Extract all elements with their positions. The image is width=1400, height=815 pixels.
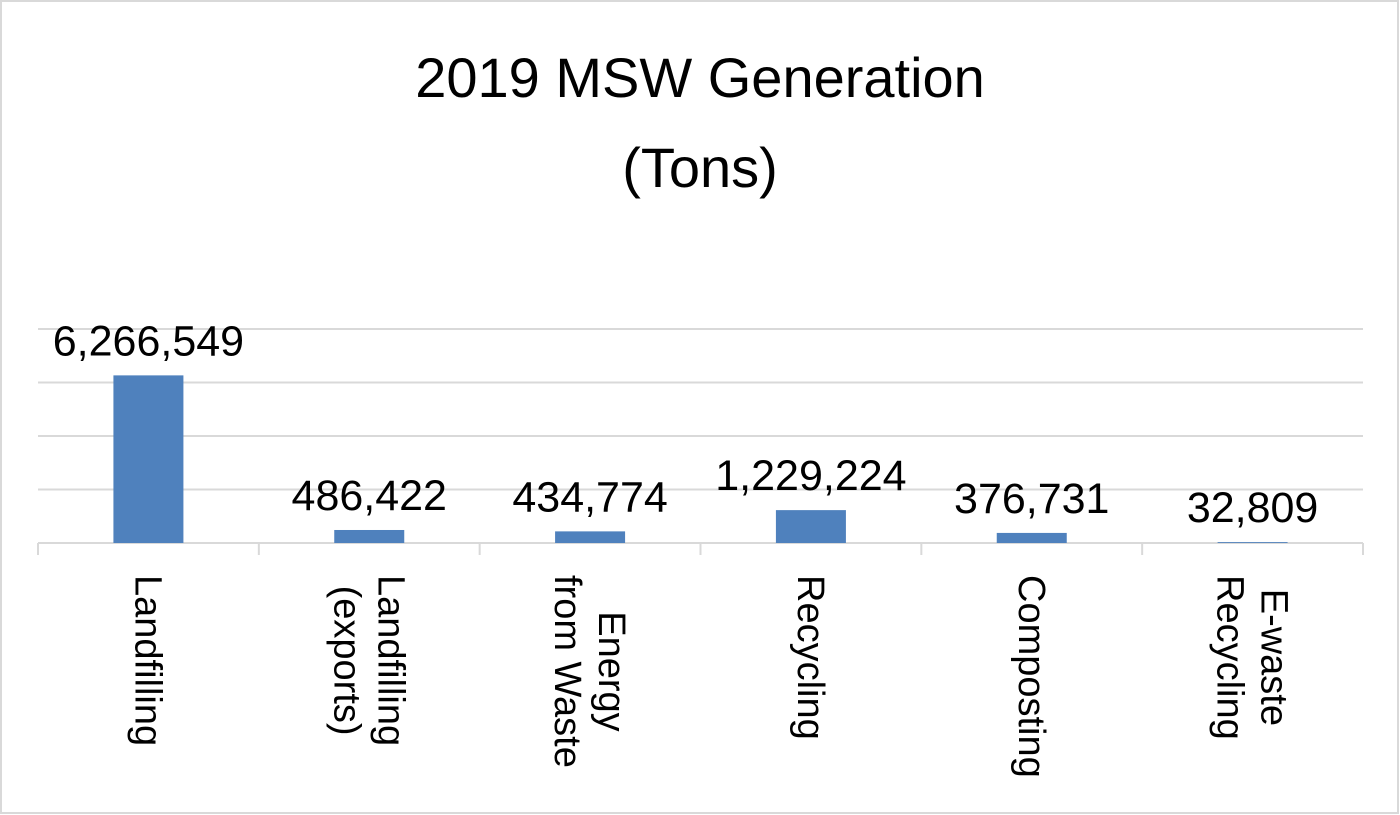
x-tick-label-group: Composting [1010, 575, 1052, 778]
x-tick-label: Recycling [789, 575, 831, 740]
x-tick-label-group: Landfilling [126, 575, 168, 746]
data-label: 486,422 [292, 472, 447, 520]
data-label: 1,229,224 [715, 452, 906, 500]
bar [555, 531, 626, 543]
bar [775, 510, 846, 543]
x-tick-label: Composting [1010, 575, 1052, 778]
chart-title: 2019 MSW Generation (Tons) [415, 46, 985, 199]
x-tick-label: Landfilling(exports) [325, 575, 411, 746]
x-tick-label: Landfilling [126, 575, 168, 746]
data-label: 32,809 [1187, 484, 1319, 532]
bar [113, 375, 184, 543]
x-tick-label-group: E-wasteRecycling [1209, 575, 1295, 740]
x-tick-label: E-wasteRecycling [1209, 575, 1295, 740]
data-label: 376,731 [954, 475, 1109, 523]
data-label: 434,774 [512, 473, 667, 521]
data-label: 6,266,549 [53, 317, 244, 365]
x-tick-label-group: Recycling [789, 575, 831, 740]
x-tick-label-group: Landfilling(exports) [325, 575, 411, 746]
bar [1217, 542, 1288, 543]
x-tick-label-group: Energyfrom Waste [546, 575, 632, 768]
bar [996, 532, 1067, 543]
x-tick-label: Energyfrom Waste [546, 575, 632, 768]
bar [334, 529, 405, 543]
